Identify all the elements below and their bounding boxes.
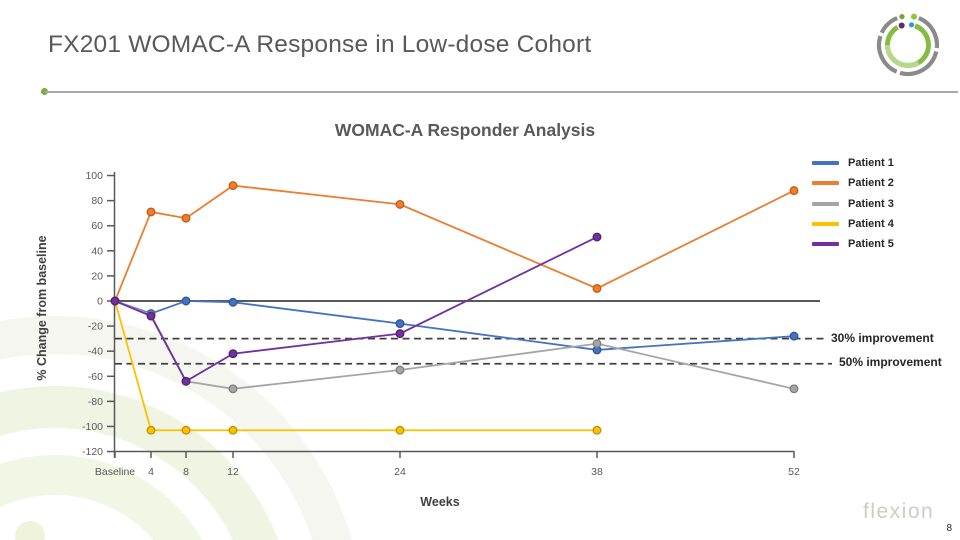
svg-text:100: 100 bbox=[85, 170, 103, 182]
svg-text:24: 24 bbox=[394, 466, 406, 478]
legend-label: Patient 5 bbox=[848, 238, 894, 251]
slide-title: FX201 WOMAC-A Response in Low-dose Cohor… bbox=[48, 31, 592, 58]
header-divider bbox=[45, 91, 958, 93]
brand-wordmark: flexion bbox=[863, 500, 935, 523]
flexion-circle-logo bbox=[876, 13, 940, 77]
legend-item: Patient 4 bbox=[812, 214, 894, 234]
svg-text:-100: -100 bbox=[82, 421, 103, 433]
chart-title: WOMAC-A Responder Analysis bbox=[334, 120, 596, 140]
svg-text:80: 80 bbox=[91, 195, 103, 207]
legend-swatch bbox=[812, 222, 839, 227]
legend-label: Patient 3 bbox=[848, 197, 894, 210]
chart-legend: Patient 1 Patient 2 Patient 3 Patient 4 Pati… bbox=[812, 153, 894, 254]
legend-label: Patient 1 bbox=[848, 157, 894, 170]
svg-text:38: 38 bbox=[591, 466, 603, 478]
svg-text:-120: -120 bbox=[82, 446, 103, 458]
legend-swatch bbox=[812, 242, 839, 247]
svg-text:8: 8 bbox=[183, 466, 189, 478]
threshold-label-30: 30% improvement bbox=[831, 331, 934, 345]
svg-text:12: 12 bbox=[227, 466, 239, 478]
svg-text:40: 40 bbox=[91, 245, 103, 257]
svg-text:60: 60 bbox=[91, 220, 103, 232]
svg-text:20: 20 bbox=[91, 270, 103, 282]
svg-text:-80: -80 bbox=[88, 396, 103, 408]
logo-blue-dot bbox=[908, 22, 915, 28]
legend-item: Patient 3 bbox=[812, 194, 894, 214]
threshold-label-50: 50% improvement bbox=[839, 355, 942, 369]
logo-green-dot-left bbox=[899, 14, 905, 20]
logo-purple-dot bbox=[898, 22, 905, 29]
legend-swatch bbox=[812, 201, 839, 206]
svg-text:52: 52 bbox=[788, 466, 800, 478]
legend-item: Patient 2 bbox=[812, 173, 894, 193]
legend-label: Patient 2 bbox=[848, 177, 894, 190]
divider-dot bbox=[41, 88, 48, 95]
y-axis-title: % Change from baseline bbox=[35, 235, 49, 381]
legend-item: Patient 5 bbox=[812, 234, 894, 254]
svg-text:0: 0 bbox=[97, 296, 103, 308]
x-axis-title: Weeks bbox=[420, 495, 460, 509]
legend-item: Patient 1 bbox=[812, 153, 894, 173]
logo-green-dot-right bbox=[911, 13, 918, 20]
svg-text:Baseline: Baseline bbox=[95, 466, 135, 478]
svg-text:-60: -60 bbox=[88, 371, 103, 383]
page-number: 8 bbox=[946, 523, 952, 534]
svg-text:-20: -20 bbox=[88, 321, 103, 333]
svg-text:-40: -40 bbox=[88, 346, 103, 358]
legend-label: Patient 4 bbox=[848, 218, 894, 231]
legend-swatch bbox=[812, 161, 839, 166]
svg-text:4: 4 bbox=[148, 466, 154, 478]
legend-swatch bbox=[812, 181, 839, 186]
